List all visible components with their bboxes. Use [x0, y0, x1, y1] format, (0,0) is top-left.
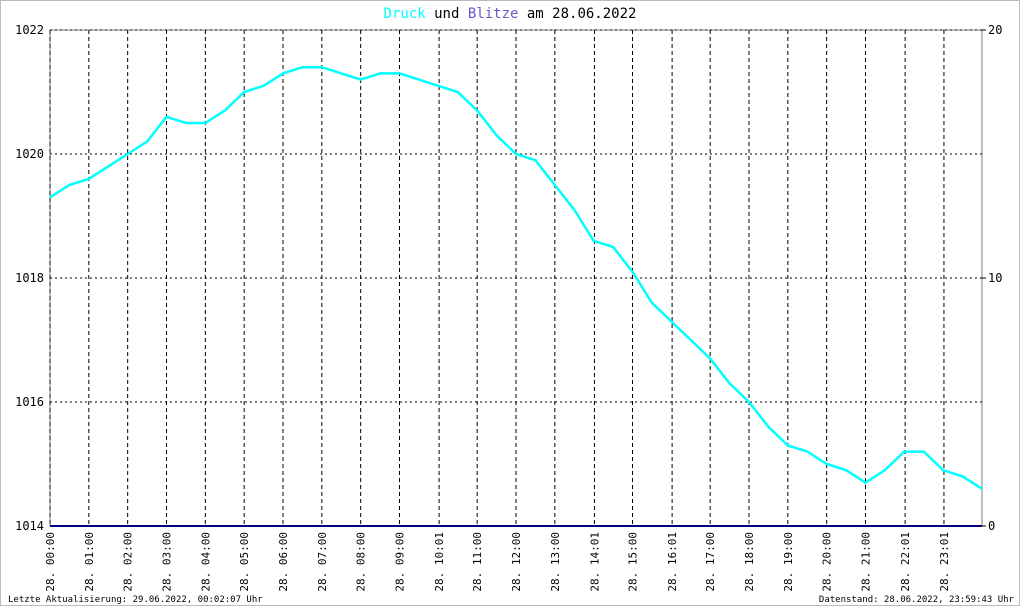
y2-tick-label: 0 — [988, 519, 995, 533]
x-tick-label: 28. 08:00 — [355, 532, 368, 592]
x-tick-label: 28. 21:00 — [860, 532, 873, 592]
title-connector: und — [434, 6, 459, 22]
x-tick-label: 28. 11:00 — [471, 532, 484, 592]
x-tick-label: 28. 15:00 — [627, 532, 640, 592]
x-tick-label: 28. 17:00 — [704, 532, 717, 592]
y2-tick-label: 20 — [988, 23, 1002, 37]
x-tick-label: 28. 02:00 — [122, 532, 135, 592]
x-tick-label: 28. 06:00 — [277, 532, 290, 592]
x-tick-label: 28. 05:00 — [238, 532, 251, 592]
x-tick-label: 28. 20:00 — [821, 532, 834, 592]
x-tick-label: 28. 00:00 — [44, 532, 57, 592]
x-tick-label: 28. 03:00 — [161, 532, 174, 592]
y-tick-label: 1018 — [15, 271, 44, 285]
x-tick-label: 28. 16:01 — [666, 532, 679, 592]
x-tick-label: 28. 22:01 — [899, 532, 912, 592]
x-tick-label: 28. 07:00 — [316, 532, 329, 592]
chart-title: Druck und Blitze am 28.06.2022 — [384, 6, 637, 22]
footer-right: Datenstand: 28.06.2022, 23:59:43 Uhr — [819, 595, 1015, 605]
x-tick-label: 28. 09:00 — [394, 532, 407, 592]
x-tick-label: 28. 13:00 — [549, 532, 562, 592]
x-tick-label: 28. 04:00 — [199, 532, 212, 592]
legend-entry: Druck — [384, 6, 427, 22]
y2-tick-label: 10 — [988, 271, 1002, 285]
y-tick-label: 1022 — [15, 23, 44, 37]
footer-left: Letzte Aktualisierung: 29.06.2022, 00:02… — [8, 595, 263, 605]
x-tick-label: 28. 12:00 — [510, 532, 523, 592]
line — [49, 65, 983, 490]
title-date: am 28.06.2022 — [527, 6, 637, 22]
x-tick-label: 28. 23:01 — [938, 532, 951, 592]
x-tick-label: 28. 14:01 — [588, 532, 601, 592]
y-tick-label: 1016 — [15, 395, 44, 409]
y-tick-label: 1014 — [15, 519, 44, 533]
x-tick-label: 28. 19:00 — [782, 532, 795, 592]
x-tick-label: 28. 10:01 — [433, 532, 446, 592]
y-tick-label: 1020 — [15, 147, 44, 161]
x-tick-label: 28. 01:00 — [83, 532, 96, 592]
legend-entry: Blitze — [468, 6, 519, 22]
x-tick-label: 28. 18:00 — [743, 532, 756, 592]
